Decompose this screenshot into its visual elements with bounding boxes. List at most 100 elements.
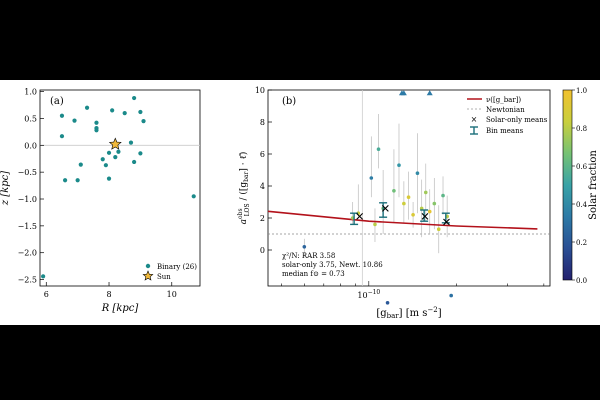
- binary-point: [84, 105, 90, 110]
- binary-point: [141, 119, 146, 124]
- binary-point: [94, 128, 99, 133]
- solar-mean-marker: [421, 213, 429, 220]
- binary-point: [138, 151, 143, 156]
- binary-point: [100, 157, 105, 162]
- solar-mean-marker: [381, 205, 389, 212]
- panel-b-ytick-label: 6: [260, 150, 265, 159]
- panel-b-ytick-label: 10: [255, 86, 265, 95]
- colorbar: 0.0 0.2 0.4 0.6 0.8 1.0 Solar fraction: [562, 87, 599, 285]
- binary-point: [106, 150, 112, 155]
- binary-point: [59, 113, 65, 118]
- legend-solar-means-marker: ×: [471, 115, 478, 124]
- binary-point: [75, 178, 80, 183]
- legend-binary-label: Binary (26): [157, 263, 197, 271]
- panel-a-ytick-label: 1.0: [24, 88, 37, 97]
- legend-bin-means-label: Bin means: [486, 127, 524, 135]
- data-point: [392, 189, 396, 193]
- binary-point: [113, 155, 118, 160]
- stats-line-1: χ²/N: RAR 3.58: [282, 252, 335, 260]
- data-point: [369, 176, 374, 180]
- data-point: [449, 293, 453, 298]
- binary-point: [116, 149, 121, 154]
- panel-b-points: [302, 90, 453, 305]
- binary-point: [78, 162, 83, 167]
- figure-canvas: 6 8 10 1.0 0.5 0.0 −0.5 −1.0 −1.5 −2.0 −2.5 (a) R …: [0, 80, 600, 325]
- rar-curve: [267, 210, 538, 230]
- colorbar-tick-label: 0.0: [576, 277, 587, 285]
- binary-point: [138, 109, 143, 115]
- binary-point: [122, 110, 127, 116]
- panel-b-ticks: 0 2 4 6 8 10 10−10: [255, 86, 545, 300]
- data-point: [397, 163, 401, 167]
- panel-a: 6 8 10 1.0 0.5 0.0 −0.5 −1.0 −1.5 −2.0 −2.5 (a) R …: [0, 88, 201, 314]
- legend-solar-means-label: Solar-only means: [486, 116, 548, 124]
- panel-b: 0 2 4 6 8 10 10−10 (b) [gbar] [m s−2] aobsLOS …: [237, 86, 551, 320]
- colorbar-tick-label: 0.6: [576, 163, 588, 171]
- solar-mean-marker: [356, 213, 364, 220]
- panel-a-ytick-label: −0.5: [18, 168, 37, 177]
- panel-a-ytick-label: −2.5: [18, 276, 37, 285]
- panel-a-xlabel: R [kpc]: [101, 303, 139, 314]
- data-point: [402, 201, 406, 206]
- data-point: [436, 227, 441, 231]
- colorbar-gradient: [562, 89, 573, 281]
- data-point: [376, 147, 381, 151]
- binary-point: [72, 118, 77, 123]
- binary-point: [132, 95, 137, 101]
- colorbar-tick-label: 0.4: [576, 201, 588, 209]
- binary-point: [41, 274, 46, 279]
- colorbar-tick-label: 0.2: [576, 239, 587, 247]
- upper-limit-marker: [400, 90, 407, 96]
- legend-binary-marker: [145, 263, 151, 269]
- panel-b-frame: [267, 89, 551, 287]
- panel-b-ytick-label: 4: [260, 182, 265, 191]
- panel-b-ylabel: aobsLOS / ([gbar] · ℓ̂): [237, 152, 251, 225]
- panel-a-ytick-label: −1.0: [18, 195, 37, 204]
- data-point: [419, 206, 424, 211]
- binary-point: [106, 176, 112, 181]
- colorbar-tick-label: 1.0: [576, 87, 587, 95]
- panel-a-ylabel: z [kpc]: [0, 171, 11, 206]
- legend-rar-label: ν([g_bar]): [486, 96, 521, 104]
- upper-limit-marker: [426, 90, 433, 96]
- data-point: [373, 222, 377, 227]
- figure-svg: 6 8 10 1.0 0.5 0.0 −0.5 −1.0 −1.5 −2.0 −2.5 (a) R …: [0, 86, 599, 320]
- data-point: [441, 193, 445, 198]
- panel-b-xlabel: [gbar] [m s−2]: [376, 306, 441, 320]
- panel-a-ytick-label: −2.0: [18, 249, 37, 258]
- panel-b-xtick-label: 10−10: [357, 289, 380, 300]
- panel-a-ytick-label: −1.5: [18, 222, 37, 231]
- data-point: [411, 213, 415, 217]
- data-point: [302, 245, 307, 249]
- bin-mean-marker: [350, 212, 359, 226]
- binary-point: [103, 163, 108, 168]
- panel-b-ytick-label: 8: [260, 118, 265, 127]
- panel-a-ticks: 6 8 10 1.0 0.5 0.0 −0.5 −1.0 −1.5 −2.0 −2.5: [18, 88, 177, 299]
- binary-point: [191, 194, 196, 199]
- data-point: [385, 301, 390, 305]
- data-point: [406, 195, 411, 199]
- panel-b-ytick-label: 2: [260, 214, 265, 223]
- data-point: [415, 171, 420, 175]
- binary-point: [128, 140, 134, 145]
- panel-a-frame: [39, 89, 201, 287]
- panel-a-ytick-label: 0.0: [24, 141, 37, 150]
- solar-mean-marker: [443, 218, 450, 226]
- panel-a-xtick-label: 8: [106, 290, 111, 299]
- panel-a-xtick-label: 6: [44, 290, 49, 299]
- panel-a-label: (a): [50, 96, 64, 107]
- data-point: [423, 190, 428, 195]
- sun-marker: [108, 137, 122, 150]
- panel-b-ytick-label: 0: [260, 246, 265, 255]
- legend-sun-marker: [142, 270, 154, 281]
- binary-point: [94, 120, 99, 125]
- binary-point: [62, 178, 68, 183]
- panel-a-points: [41, 95, 196, 279]
- binary-point: [110, 108, 115, 113]
- colorbar-label: Solar fraction: [588, 150, 599, 220]
- panel-a-ytick-label: 0.5: [24, 114, 37, 123]
- legend-sun-label: Sun: [157, 273, 171, 281]
- stats-line-2: solar-only 3.75, Newt. 10.86: [282, 261, 383, 269]
- colorbar-ticks: 0.0 0.2 0.4 0.6 0.8 1.0: [572, 87, 588, 285]
- binary-point: [132, 159, 137, 165]
